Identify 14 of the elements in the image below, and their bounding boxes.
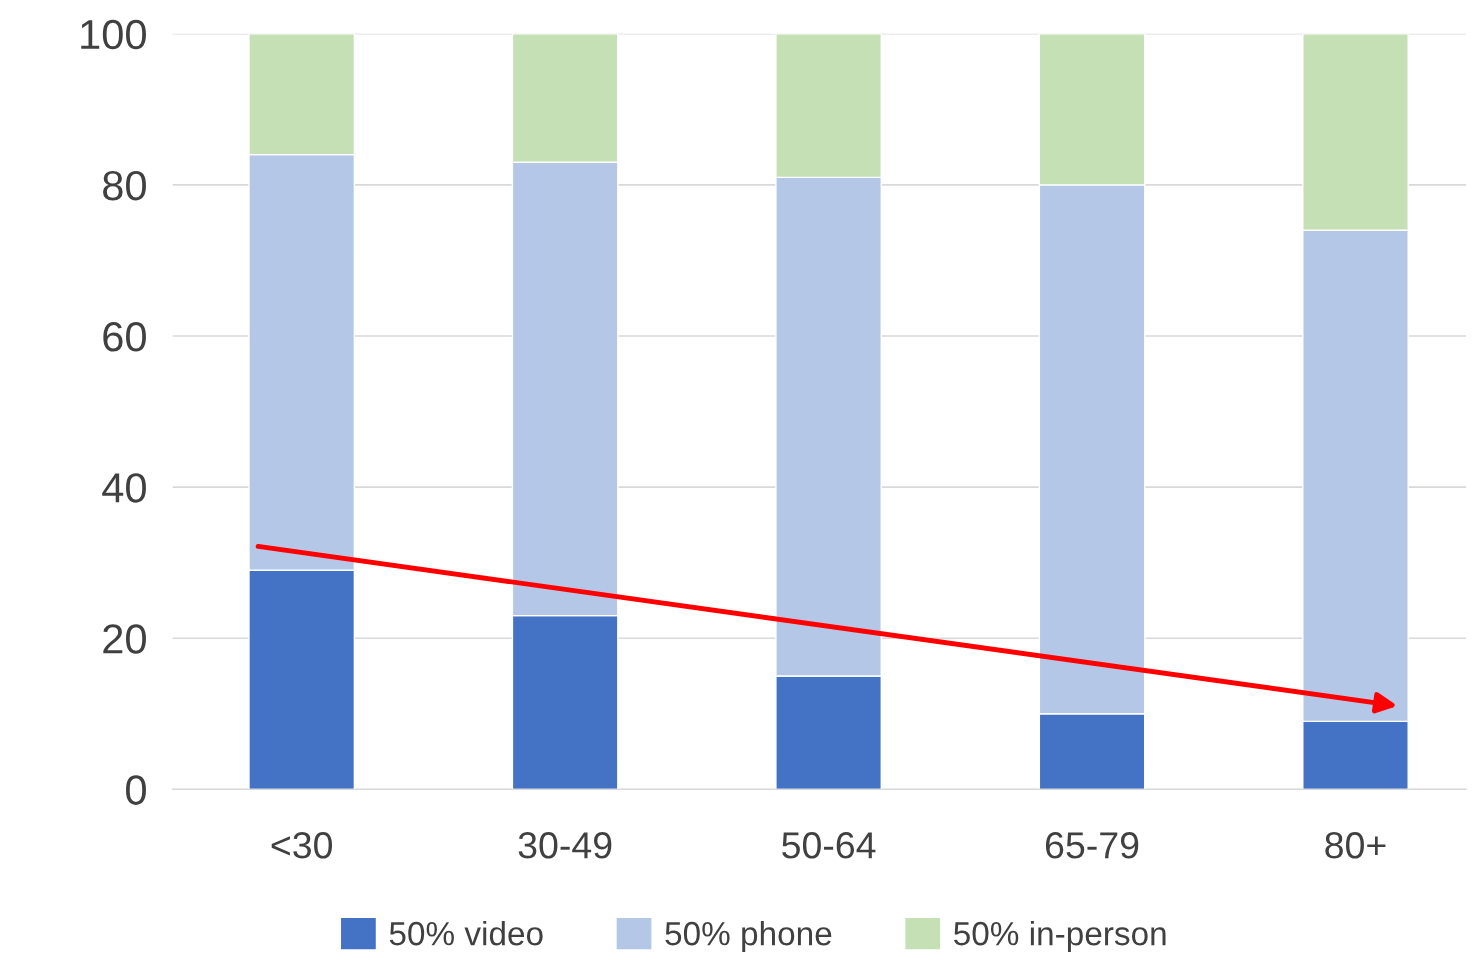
legend-label: 50% video: [389, 920, 543, 946]
x-tick-label: 50-64: [782, 832, 876, 859]
y-tick-label: 60: [103, 322, 146, 352]
legend-label: 50% phone: [665, 920, 832, 953]
x-tick-label: 65-79: [1045, 832, 1139, 859]
y-tick-label: 100: [81, 19, 146, 50]
x-tick-label: 80+: [1325, 832, 1386, 859]
y-tick-label: 40: [102, 473, 146, 503]
x-tick-label: <30: [271, 832, 333, 859]
x-tick-label: 30-49: [518, 832, 612, 859]
legend-label: 50% in-person: [954, 920, 1166, 953]
y-tick-label: 0: [126, 775, 146, 805]
y-tick-label: 20: [103, 624, 146, 654]
y-tick-label: 80: [103, 170, 146, 201]
